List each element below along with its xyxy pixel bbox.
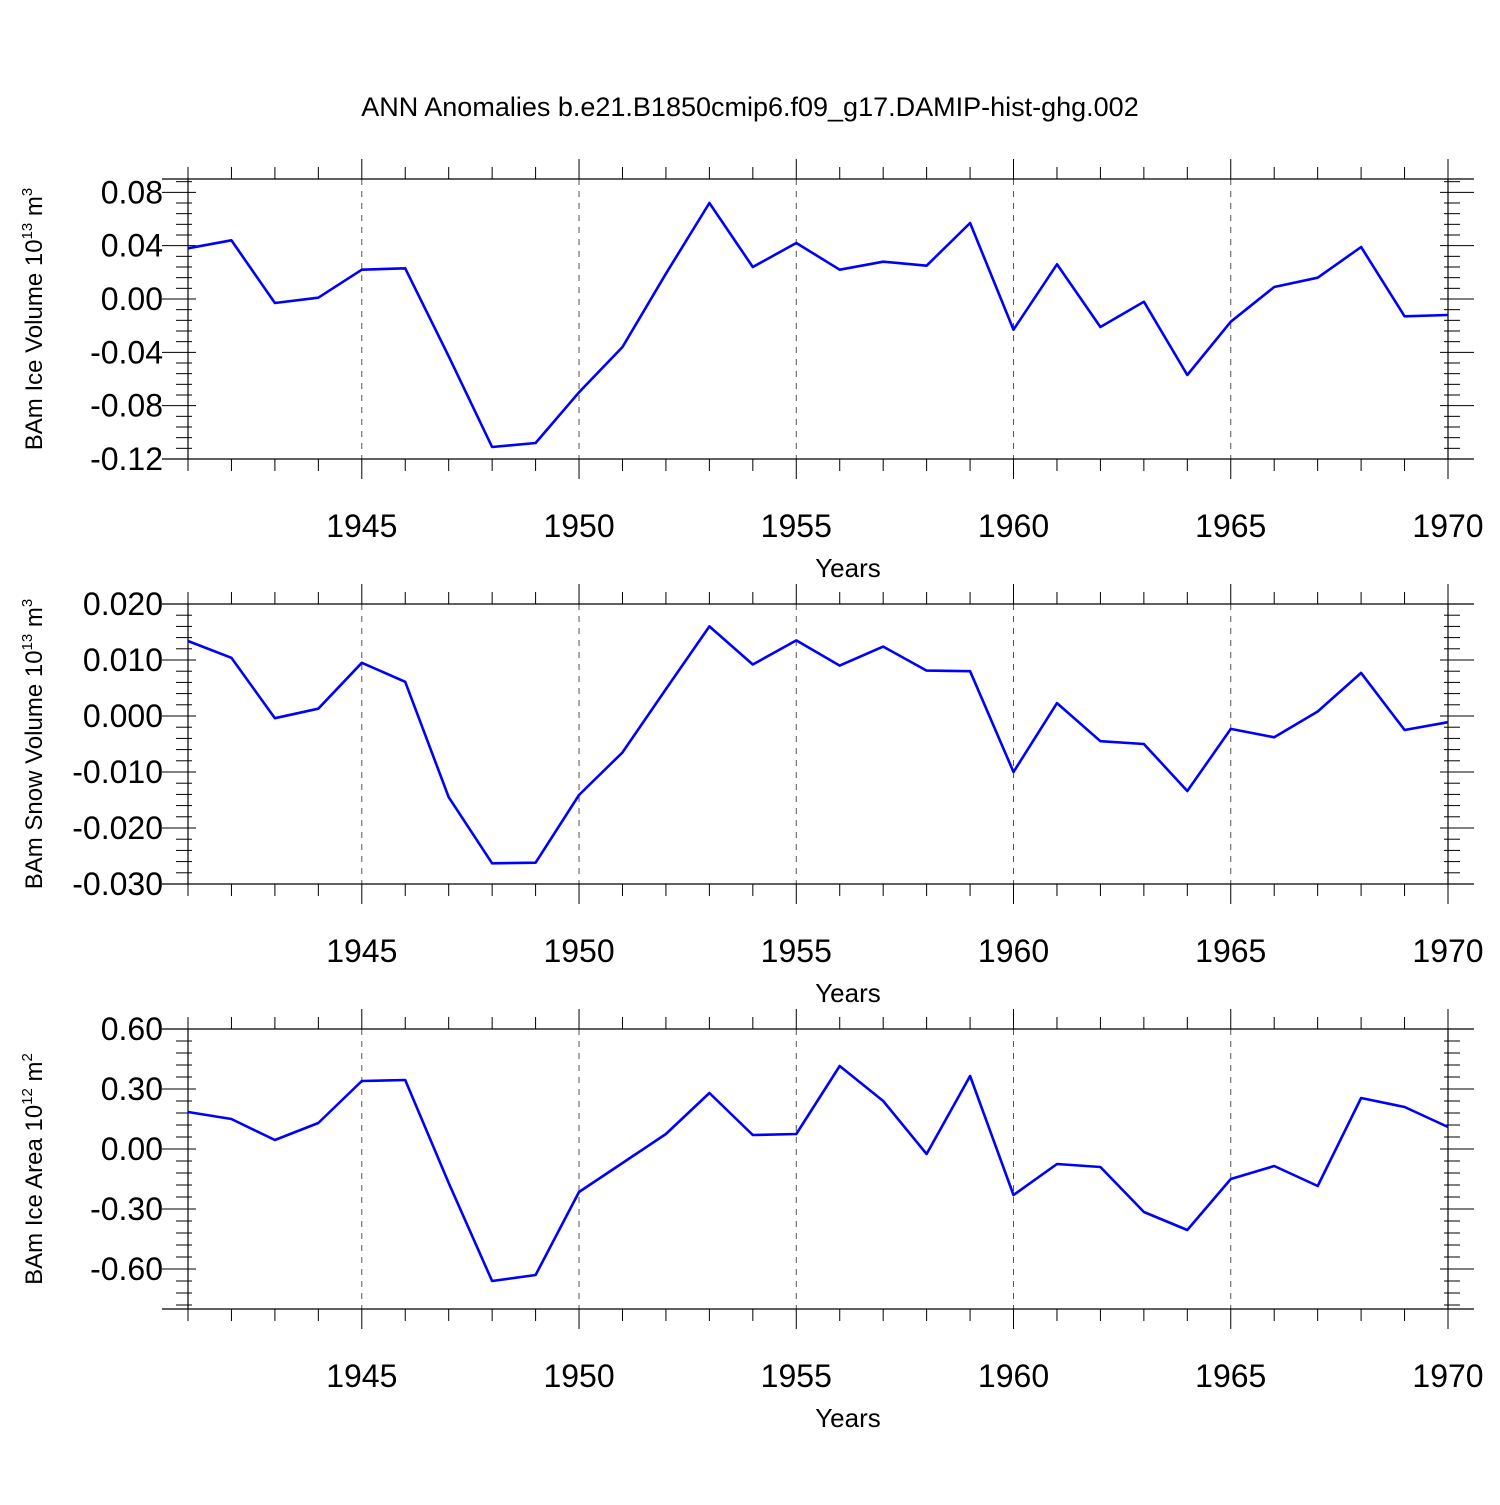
figure-title: ANN Anomalies b.e21.B1850cmip6.f09_g17.D… (361, 92, 1138, 122)
y-tick-label: 0.00 (101, 1131, 163, 1167)
x-tick-label: 1960 (978, 1358, 1049, 1394)
x-tick-label: 1950 (543, 1358, 614, 1394)
x-tick-label: 1950 (543, 933, 614, 969)
x-tick-label: 1950 (543, 508, 614, 544)
x-tick-label: 1965 (1195, 508, 1266, 544)
chart-panel-2: 1945 1950 1955 1960 1965 1970 0.020 0.010 0.000 -… (19, 584, 1484, 1008)
series-line (187, 625, 1449, 865)
x-tick-label: 1945 (326, 1358, 397, 1394)
y-tick-label: -0.030 (72, 866, 163, 902)
y-tick-label: -0.30 (90, 1191, 163, 1227)
x-tick-label: 1970 (1412, 933, 1483, 969)
x-axis-label: Years (815, 1403, 881, 1433)
y-tick-label: 0.04 (101, 228, 163, 264)
series-line (187, 1064, 1449, 1283)
x-tick-label: 1965 (1195, 933, 1266, 969)
y-tick-label: -0.04 (90, 334, 163, 370)
y-tick-label: 0.30 (101, 1071, 163, 1107)
y-tick-label: 0.010 (83, 642, 163, 678)
y-tick-label: 0.60 (101, 1011, 163, 1047)
x-tick-label: 1955 (761, 1358, 832, 1394)
chart-panel-1: 1945 1950 1955 1960 1965 1970 0.08 0.04 0.00 -0.0… (19, 159, 1484, 583)
y-tick-label: -0.08 (90, 388, 163, 424)
x-tick-label: 1945 (326, 933, 397, 969)
x-tick-label: 1970 (1412, 508, 1483, 544)
y-tick-label: 0.08 (101, 174, 163, 210)
y-axis-label: BAm Ice Volume 1013 m3 (19, 188, 48, 450)
chart-panel-3: 1945 1950 1955 1960 1965 1970 0.60 0.30 0.00 -0.3… (19, 1009, 1484, 1433)
x-tick-label: 1955 (761, 933, 832, 969)
x-tick-label: 1960 (978, 933, 1049, 969)
y-axis-label: BAm Ice Area 1012 m2 (19, 1053, 48, 1285)
y-tick-label: 0.00 (101, 281, 163, 317)
x-tick-label: 1955 (761, 508, 832, 544)
y-tick-label: -0.60 (90, 1251, 163, 1287)
y-axis-label: BAm Snow Volume 1013 m3 (19, 599, 48, 890)
x-tick-label: 1965 (1195, 1358, 1266, 1394)
y-tick-label: -0.010 (72, 754, 163, 790)
y-tick-label: -0.020 (72, 810, 163, 846)
x-axis-label: Years (815, 553, 881, 583)
x-tick-label: 1970 (1412, 1358, 1483, 1394)
x-tick-label: 1945 (326, 508, 397, 544)
x-tick-label: 1960 (978, 508, 1049, 544)
y-tick-label: 0.000 (83, 698, 163, 734)
series-line (187, 201, 1449, 449)
y-tick-label: 0.020 (83, 586, 163, 622)
x-axis-label: Years (815, 978, 881, 1008)
y-tick-label: -0.12 (90, 441, 163, 477)
